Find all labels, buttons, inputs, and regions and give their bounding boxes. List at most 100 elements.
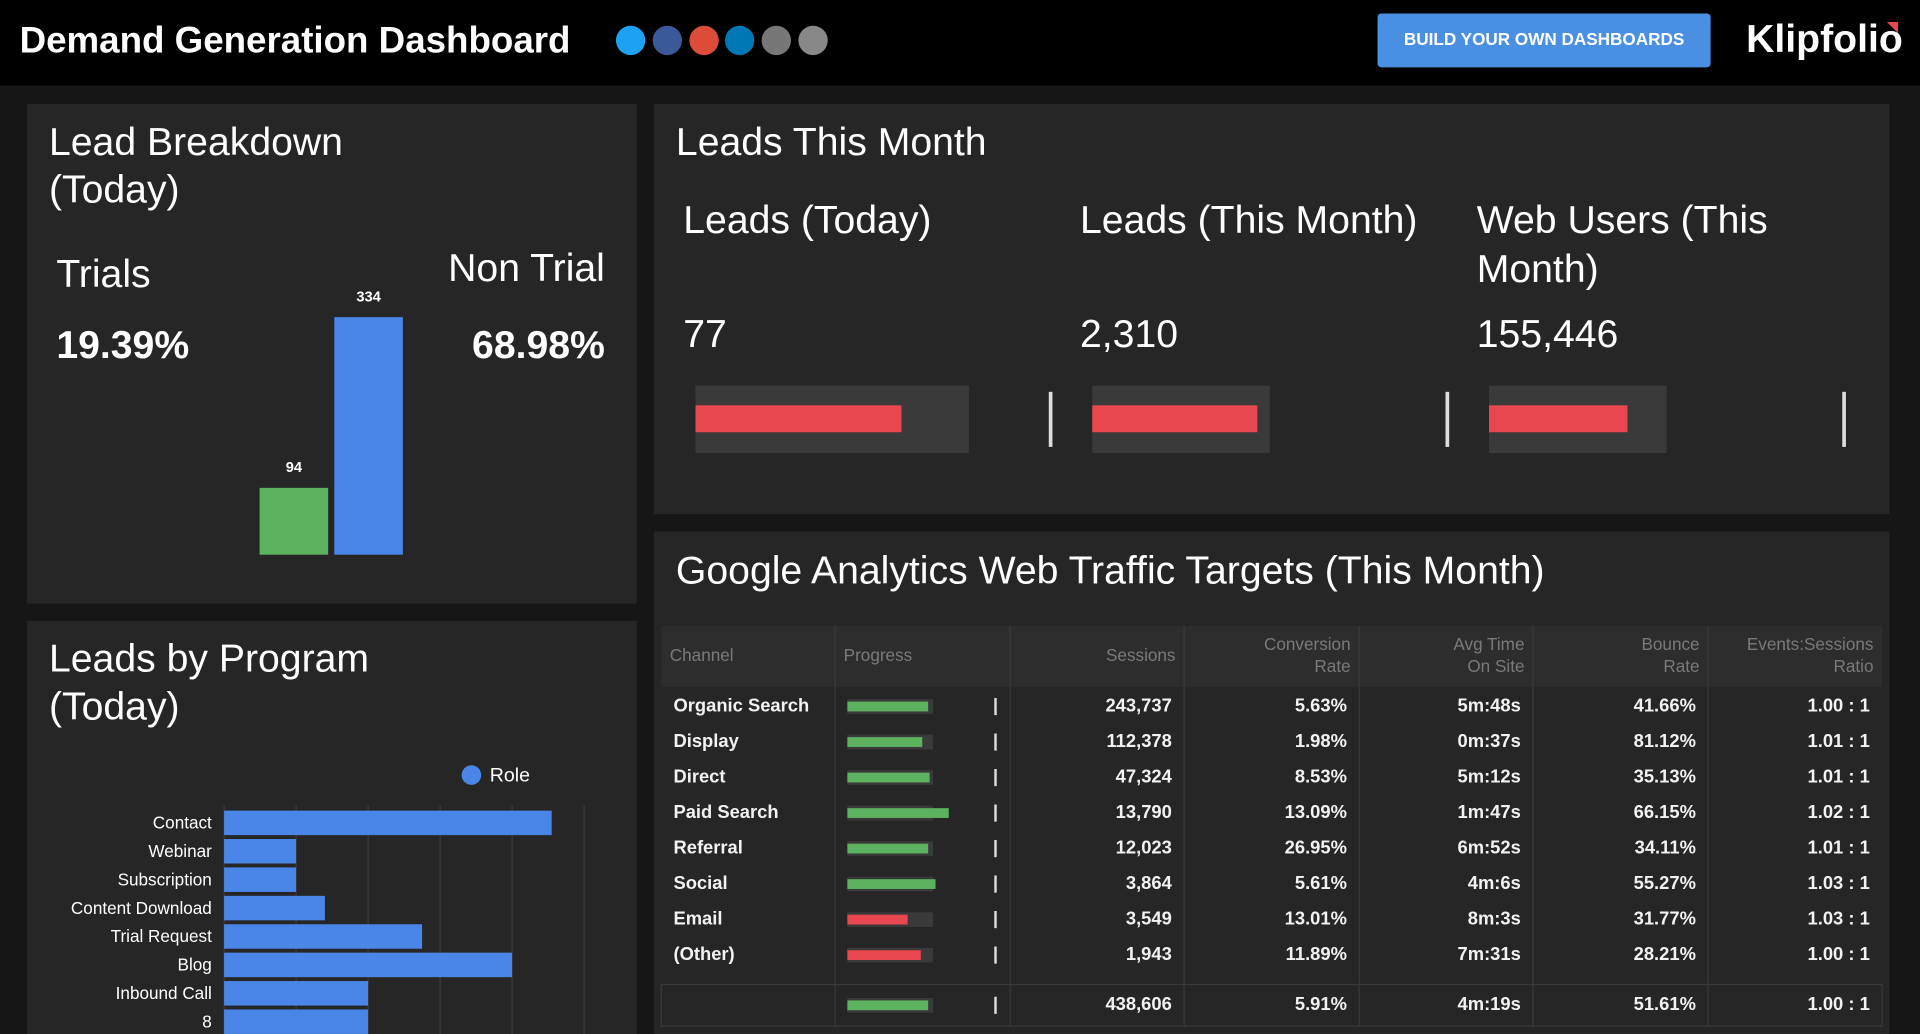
kpi-value: 2,310 (1080, 313, 1178, 356)
cell-sessions: 1,943 (1126, 943, 1172, 964)
channel: Social (673, 872, 727, 893)
cell-avg-time: 5m:48s (1458, 694, 1521, 715)
legend-label: Role (490, 764, 530, 786)
email-icon[interactable] (761, 25, 792, 56)
channel: Display (673, 730, 739, 751)
cell-conversion: 13.01% (1285, 907, 1347, 928)
panel-title: Leads by Program (49, 638, 369, 681)
panel-title: Leads This Month (676, 121, 987, 164)
bar (224, 981, 369, 1006)
bullet-bar (1092, 405, 1258, 433)
cell-conversion: 1.98% (1295, 730, 1347, 751)
panel-title: Lead Breakdown (49, 121, 343, 164)
panel (26, 104, 637, 604)
y-tick-label: Subscription (118, 869, 212, 889)
channel: Referral (673, 836, 742, 857)
legend-swatch (461, 765, 482, 785)
cell-ratio: 1.01 : 1 (1808, 836, 1870, 857)
cell-sessions: 47,324 (1116, 765, 1173, 786)
y-tick-label: Trial Request (111, 926, 212, 946)
channel: Direct (673, 765, 725, 786)
y-tick-label: Blog (178, 955, 212, 975)
column-header: Sessions (1106, 645, 1176, 665)
bullet-bar (695, 405, 902, 433)
cell-ratio: 1.01 : 1 (1808, 730, 1870, 751)
panel-title: (Today) (49, 169, 180, 212)
cell-sessions: 243,737 (1105, 694, 1171, 715)
cell-avg-time: 1m:47s (1458, 801, 1521, 822)
cell-ratio: 1.00 : 1 (1808, 993, 1870, 1014)
y-tick-label: Contact (153, 813, 212, 833)
panel (653, 531, 1890, 1034)
kpi-value: 155,446 (1477, 313, 1619, 356)
twitter-icon[interactable] (615, 25, 646, 56)
cell-sessions: 438,606 (1105, 993, 1171, 1014)
y-tick-label: Webinar (148, 841, 212, 861)
cell-conversion: 13.09% (1285, 801, 1347, 822)
cell-bounce: 34.11% (1635, 836, 1696, 857)
link-icon[interactable] (798, 25, 828, 56)
cell-bounce: 28.21% (1634, 943, 1696, 964)
cell-avg-time: 0m:37s (1458, 730, 1521, 751)
cell-ratio: 1.03 : 1 (1808, 907, 1870, 928)
facebook-icon[interactable] (652, 25, 683, 56)
kpi-label: Month) (1477, 248, 1599, 291)
column-header: On Site (1467, 656, 1524, 676)
cell-ratio: 1.00 : 1 (1808, 943, 1870, 964)
channel: Email (673, 907, 722, 928)
column-header: Avg Time (1453, 634, 1524, 654)
cell-bounce: 35.13% (1634, 765, 1696, 786)
progress-bar (847, 1000, 929, 1011)
column-header: Channel (670, 645, 734, 665)
bar-label: 94 (286, 460, 303, 476)
build-button-label[interactable]: BUILD YOUR OWN DASHBOARDS (1404, 29, 1684, 49)
trials-value: 19.39% (56, 324, 189, 367)
cell-ratio: 1.01 : 1 (1808, 765, 1870, 786)
cell-bounce: 31.77% (1634, 907, 1696, 928)
cell-conversion: 5.63% (1295, 694, 1347, 715)
bar (224, 924, 423, 949)
bar (224, 895, 325, 921)
bar-label: 334 (356, 289, 381, 305)
cell-bounce: 55.27% (1634, 872, 1696, 893)
progress-bar (847, 879, 936, 889)
cell-bounce: 51.61% (1634, 993, 1696, 1014)
column-header: Ratio (1833, 656, 1873, 676)
panel-title: Google Analytics Web Traffic Targets (Th… (676, 549, 1545, 592)
cell-conversion: 26.95% (1285, 836, 1347, 857)
cell-avg-time: 4m:19s (1458, 993, 1521, 1014)
cell-avg-time: 5m:12s (1458, 765, 1521, 786)
cell-sessions: 13,790 (1116, 801, 1172, 822)
build-button[interactable] (1377, 13, 1711, 68)
column-header: Events:Sessions (1747, 634, 1874, 654)
bar (224, 867, 297, 892)
cell-avg-time: 8m:3s (1468, 907, 1521, 928)
progress-bar (847, 808, 949, 818)
share-icons (615, 25, 828, 56)
cell-bounce: 41.66% (1634, 694, 1696, 715)
progress-bar (847, 950, 921, 961)
google-icon[interactable] (689, 25, 719, 56)
kpi-label: Web Users (This (1477, 199, 1768, 242)
cell-avg-time: 4m:6s (1468, 872, 1521, 893)
column-header: Rate (1663, 656, 1699, 676)
logo-mark (1886, 22, 1898, 34)
dashboard-title: Demand Generation Dashboard (20, 20, 571, 61)
y-tick-label: Inbound Call (116, 983, 212, 1003)
cell-conversion: 8.53% (1295, 765, 1347, 786)
table-header (661, 625, 1883, 687)
trials-label: Trials (56, 253, 150, 296)
cell-sessions: 3,549 (1126, 907, 1172, 928)
cell-bounce: 66.15% (1634, 801, 1696, 822)
progress-bar (847, 701, 929, 712)
bar (224, 952, 513, 978)
cell-ratio: 1.02 : 1 (1808, 801, 1870, 822)
total-row (660, 983, 1883, 1027)
logo[interactable]: Klipfolio (1746, 18, 1903, 61)
bar (259, 487, 329, 555)
column-header: Conversion (1264, 634, 1351, 654)
panel-title: (Today) (49, 685, 180, 728)
linkedin-icon[interactable] (724, 25, 755, 56)
